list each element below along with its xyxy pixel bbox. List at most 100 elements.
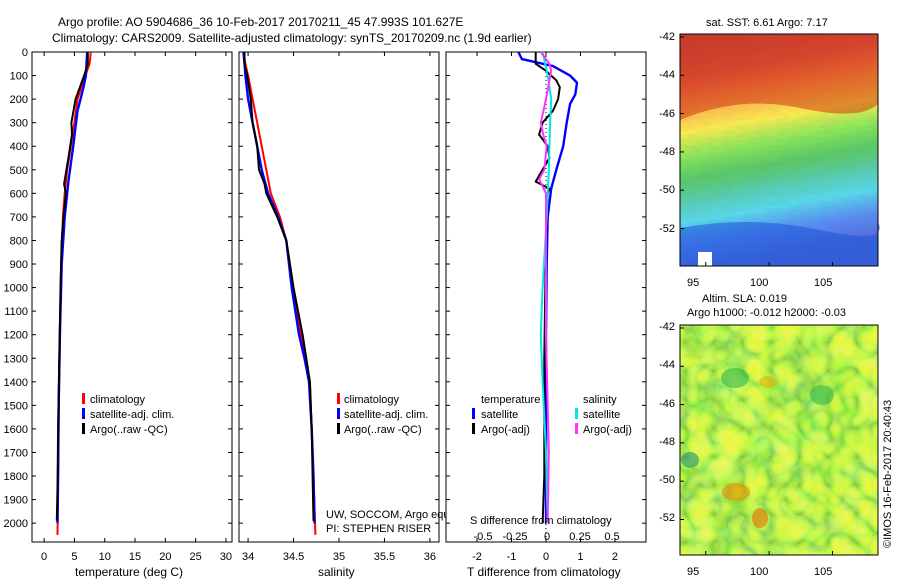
sla-xtick-label: 100	[750, 566, 768, 578]
sla-ytick-label: -46	[659, 398, 675, 410]
temperature-axes-frame	[31, 51, 233, 543]
t-difference-ticks: -2 -1 0 1 2	[472, 52, 618, 563]
legend-satellite-label: satellite-adj. clim.	[344, 409, 428, 421]
sst-ytick-label: -48	[659, 146, 675, 158]
sst-map-ticks	[680, 36, 833, 266]
header-line1: Argo profile: AO 5904686_36 10-Feb-2017 …	[58, 15, 463, 29]
salinity-series	[242, 51, 317, 535]
temperature-xlabel: temperature (deg C)	[75, 565, 183, 579]
header-line2: Climatology: CARS2009. Satellite-adjuste…	[52, 31, 532, 45]
sla-eddy-high	[759, 376, 777, 388]
legend-salinity-header: salinity	[583, 394, 617, 406]
sla-ytick-label: -42	[659, 321, 675, 333]
sla-map: Altim. SLA: 0.019 Argo h1000: -0.012 h20…	[659, 293, 894, 578]
sla-xtick-label: 95	[687, 566, 699, 578]
x-tick-label: 30	[220, 551, 232, 563]
x-tick-label: 35.5	[374, 551, 395, 563]
sla-map-title-line2: Argo h1000: -0.012 h2000: -0.03	[687, 307, 846, 319]
legend-s-satellite-swatch	[575, 408, 578, 419]
depth-tick-label: 300	[10, 118, 28, 130]
sst-ytick-label: -42	[659, 31, 675, 43]
pi-annotation-line1: UW, SOCCOM, Argo equivalent	[326, 509, 481, 521]
legend-climatology-label: climatology	[90, 394, 146, 406]
salinity-ticks: 34 34.5 35 35.5 36	[242, 52, 436, 563]
x-tick-label: 35	[333, 551, 345, 563]
legend-satellite-swatch	[337, 408, 340, 419]
depth-tick-label: 1400	[4, 377, 28, 389]
legend-s-satellite-label: satellite	[583, 409, 620, 421]
sla-map-title-line1: Altim. SLA: 0.019	[702, 293, 787, 305]
x-tick-label: 20	[159, 551, 171, 563]
legend-argo-swatch	[82, 423, 85, 434]
sst-land-mask	[698, 252, 712, 266]
depth-tick-label: 900	[10, 259, 28, 271]
sla-eddy-high	[722, 483, 750, 501]
imos-credit: ©IMOS 16-Feb-2017 20:40:43	[882, 400, 894, 548]
legend-climatology-swatch	[337, 393, 340, 404]
x-tick-label: 1	[577, 551, 583, 563]
depth-tick-label: 1900	[4, 495, 28, 507]
series-line-argo	[243, 52, 315, 521]
s-tick-label: 0	[544, 531, 550, 543]
sla-eddy-low	[721, 368, 749, 388]
series-line-argo	[55, 52, 89, 521]
depth-tick-label: 1000	[4, 283, 28, 295]
sla-ytick-label: -52	[659, 512, 675, 524]
depth-tick-label: 0	[22, 47, 28, 59]
legend-s-argo-swatch	[575, 423, 578, 434]
depth-tick-label: 200	[10, 94, 28, 106]
x-tick-label: 36	[424, 551, 436, 563]
depth-tick-label: 800	[10, 235, 28, 247]
sst-map-title: sat. SST: 6.61 Argo: 7.17	[706, 17, 828, 29]
depth-tick-label: 1100	[4, 306, 28, 318]
sst-xtick-label: 95	[687, 277, 699, 289]
t-difference-xlabel: T difference from climatology	[467, 565, 621, 579]
depth-tick-label: 1500	[4, 400, 28, 412]
legend-satellite-label: satellite-adj. clim.	[90, 409, 174, 421]
depth-tick-label: 600	[10, 188, 28, 200]
x-tick-label: 25	[190, 551, 202, 563]
sla-eddy-high	[752, 508, 768, 528]
sst-cold-region	[680, 221, 880, 266]
temperature-panel: 0100200300400500600700800900100011001200…	[4, 47, 233, 579]
sla-eddy-low	[681, 452, 699, 468]
legend-argo-swatch	[337, 423, 340, 434]
legend-temperature-header: temperature	[481, 394, 540, 406]
temperature-ticks: 0 5 10 15 20 25 30	[41, 52, 232, 563]
depth-tick-label: 500	[10, 165, 28, 177]
depth-tick-label: 100	[10, 71, 28, 83]
difference-legend: temperature salinity satellite Argo(-adj…	[472, 394, 632, 436]
depth-tick-label: 1200	[4, 330, 28, 342]
s-tick-label: -0.25	[502, 531, 527, 543]
x-tick-label: 34.5	[283, 551, 304, 563]
legend-climatology-label: climatology	[344, 394, 400, 406]
legend-climatology-swatch	[82, 393, 85, 404]
depth-ticks: 0 100 200 300 400 500 600 700 800 900 1000 1100 1200…	[4, 47, 232, 530]
legend-t-argo-swatch	[472, 423, 475, 434]
x-tick-label: 0	[41, 551, 47, 563]
sla-ytick-label: -50	[659, 474, 675, 486]
difference-panel: -2 -1 0 1 2 S difference from climatology -0…	[445, 51, 647, 579]
x-tick-label: 10	[99, 551, 111, 563]
legend-s-argo-label: Argo(-adj)	[583, 424, 632, 436]
sst-warm-region	[680, 34, 878, 120]
legend-argo-label: Argo(..raw -QC)	[90, 424, 168, 436]
sst-map: sat. SST: 6.61 Argo: 7.17 95 100 105 -42…	[659, 17, 880, 289]
s-difference-label: S difference from climatology	[470, 515, 612, 527]
series-line-t-satellite	[517, 51, 579, 524]
x-tick-label: 0	[543, 551, 549, 563]
x-tick-label: 5	[71, 551, 77, 563]
s-tick-label: 0.25	[569, 531, 590, 543]
sst-xtick-label: 105	[814, 277, 832, 289]
legend-t-argo-label: Argo(-adj)	[481, 424, 530, 436]
x-tick-label: 15	[129, 551, 141, 563]
sla-map-field	[680, 325, 878, 555]
depth-tick-label: 1600	[4, 424, 28, 436]
sla-map-frame	[679, 324, 879, 556]
depth-tick-label: 1700	[4, 447, 28, 459]
legend-satellite-swatch	[82, 408, 85, 419]
s-tick-label: 0.5	[604, 531, 619, 543]
x-tick-label: 2	[612, 551, 618, 563]
sst-xtick-label: 100	[750, 277, 768, 289]
sst-map-frame	[679, 33, 879, 267]
